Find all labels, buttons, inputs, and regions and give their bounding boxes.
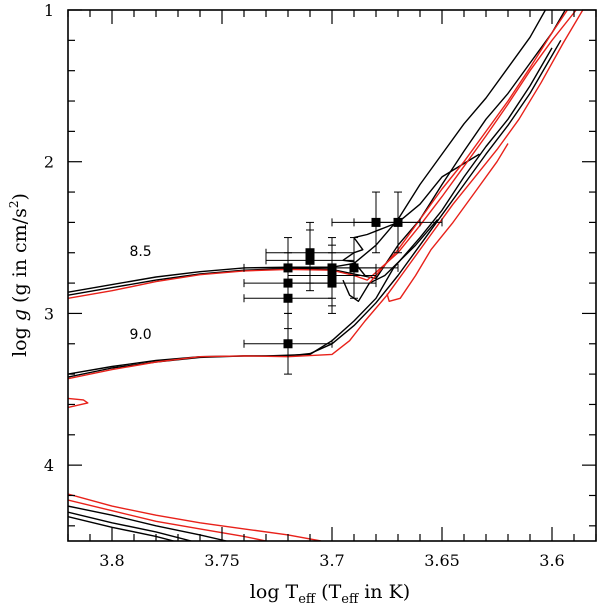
plot-frame (67, 9, 597, 542)
x-tick-label: 3.8 (99, 551, 124, 570)
x-tick-label: 3.6 (539, 551, 564, 570)
data-point-1 (283, 278, 293, 288)
data-point-6 (327, 263, 337, 273)
annotations: 8.5 9.0 (129, 244, 151, 343)
data-point-10 (371, 217, 381, 227)
data-point-7 (327, 271, 337, 280)
x-tick-label: 3.7 (319, 551, 344, 570)
series-bottom-black-1 (68, 505, 227, 541)
series-bottom-black-3 (68, 516, 174, 541)
x-axis-title: log Teff (Teff in K) (250, 581, 410, 607)
series-isochrone-8.5-red (68, 10, 577, 299)
axis-ticks (67, 9, 597, 541)
tick-labels: 3.8 3.75 3.7 3.65 3.6 1 2 3 4 (44, 1, 565, 570)
y-tick-label: 3 (44, 304, 54, 323)
data-point-0 (283, 263, 293, 273)
annotation-label: 8.5 (129, 244, 151, 260)
data-point-8 (327, 278, 337, 288)
error-bars (243, 191, 443, 375)
y-tick-label: 4 (44, 456, 54, 475)
series-bottom-red-2 (68, 499, 267, 541)
series-bottom-black-2 (68, 511, 192, 541)
data-markers (283, 217, 403, 349)
series-red-hook (68, 397, 89, 409)
data-point-3 (283, 339, 293, 349)
data-point-5 (305, 255, 315, 265)
series-isochrone-9.0-red-branch (386, 143, 509, 302)
y-axis-title: log g (g in cm/s2) (7, 193, 31, 357)
data-point-2 (283, 293, 293, 303)
data-point-9 (349, 263, 359, 273)
data-point-4 (305, 248, 315, 258)
annotation-label: 9.0 (129, 327, 151, 343)
x-tick-label: 3.75 (204, 551, 240, 570)
series-isochrone-8.5-red-loop (368, 10, 568, 284)
y-tick-label: 2 (44, 153, 54, 172)
y-tick-label: 1 (44, 1, 54, 20)
x-tick-label: 3.65 (424, 551, 460, 570)
data-point-11 (393, 217, 403, 227)
